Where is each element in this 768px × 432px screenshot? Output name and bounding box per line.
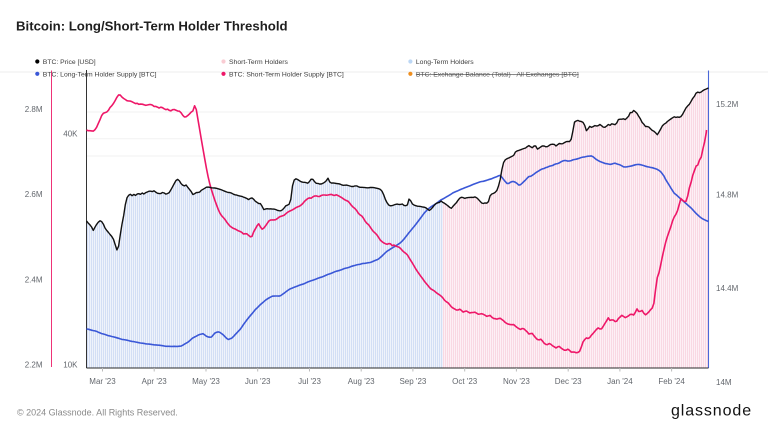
- svg-text:2.8M: 2.8M: [25, 105, 43, 114]
- svg-text:10K: 10K: [63, 360, 78, 369]
- svg-text:May '23: May '23: [192, 377, 220, 386]
- svg-text:Bitcoin: Long/Short-Term Holde: Bitcoin: Long/Short-Term Holder Threshol…: [16, 19, 288, 34]
- svg-text:© 2024 Glassnode. All Rights R: © 2024 Glassnode. All Rights Reserved.: [17, 407, 178, 417]
- svg-text:BTC: Price [USD]: BTC: Price [USD]: [43, 59, 96, 66]
- svg-text:14.8M: 14.8M: [716, 191, 739, 200]
- svg-text:Short-Term Holders: Short-Term Holders: [229, 59, 289, 66]
- svg-text:Feb '24: Feb '24: [658, 377, 685, 386]
- svg-text:2.2M: 2.2M: [25, 361, 43, 370]
- svg-text:Mar '23: Mar '23: [89, 377, 116, 386]
- svg-text:glassnode: glassnode: [671, 403, 752, 420]
- svg-text:Dec '23: Dec '23: [555, 377, 582, 386]
- svg-text:14.4M: 14.4M: [716, 284, 739, 293]
- svg-text:2.6M: 2.6M: [25, 190, 43, 199]
- svg-text:Aug '23: Aug '23: [348, 377, 375, 386]
- svg-text:15.2M: 15.2M: [716, 100, 739, 109]
- svg-text:Jan '24: Jan '24: [607, 377, 633, 386]
- svg-text:Sep '23: Sep '23: [399, 377, 426, 386]
- svg-text:Jul '23: Jul '23: [298, 377, 321, 386]
- svg-text:Apr '23: Apr '23: [142, 377, 168, 386]
- svg-text:2.4M: 2.4M: [25, 276, 43, 285]
- svg-text:BTC: Exchange Balance (Total): BTC: Exchange Balance (Total) - All Exch…: [416, 71, 579, 78]
- svg-text:Oct '23: Oct '23: [452, 377, 478, 386]
- svg-text:Long-Term Holders: Long-Term Holders: [416, 59, 474, 66]
- svg-text:Nov '23: Nov '23: [503, 377, 530, 386]
- svg-text:BTC: Long-Term Holder Supply [: BTC: Long-Term Holder Supply [BTC]: [43, 71, 157, 78]
- svg-text:BTC: Short-Term Holder Supply: BTC: Short-Term Holder Supply [BTC]: [229, 71, 344, 78]
- svg-text:Jun '23: Jun '23: [245, 377, 271, 386]
- svg-text:40K: 40K: [63, 129, 78, 138]
- svg-text:14M: 14M: [716, 378, 732, 387]
